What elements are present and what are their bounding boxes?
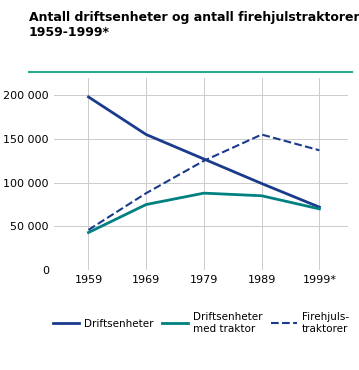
Firehjuls-
traktorer <box>144 191 148 195</box>
Driftsenheter
med traktor <box>260 194 264 198</box>
Firehjuls-
traktorer <box>260 132 264 137</box>
Driftsenheter <box>144 132 148 137</box>
Firehjuls-
traktorer <box>317 148 322 152</box>
Firehjuls-
traktorer <box>202 159 206 163</box>
Driftsenheter
med traktor <box>317 207 322 211</box>
Legend: Driftsenheter, Driftsenheter
med traktor, Firehjuls-
traktorer: Driftsenheter, Driftsenheter med traktor… <box>48 308 354 338</box>
Driftsenheter <box>260 181 264 186</box>
Driftsenheter
med traktor <box>86 230 90 235</box>
Text: Antall driftsenheter og antall firehjulstraktorer.
1959-1999*: Antall driftsenheter og antall firehjuls… <box>29 11 359 39</box>
Y-axis label: Antall: Antall <box>0 158 1 190</box>
Line: Driftsenheter: Driftsenheter <box>88 97 320 207</box>
Driftsenheter <box>202 157 206 161</box>
Line: Firehjuls-
traktorer: Firehjuls- traktorer <box>88 135 320 230</box>
Line: Driftsenheter
med traktor: Driftsenheter med traktor <box>88 193 320 232</box>
Driftsenheter
med traktor <box>144 202 148 207</box>
Driftsenheter <box>317 205 322 209</box>
Firehjuls-
traktorer <box>86 228 90 232</box>
Driftsenheter <box>86 95 90 99</box>
Driftsenheter
med traktor <box>202 191 206 195</box>
